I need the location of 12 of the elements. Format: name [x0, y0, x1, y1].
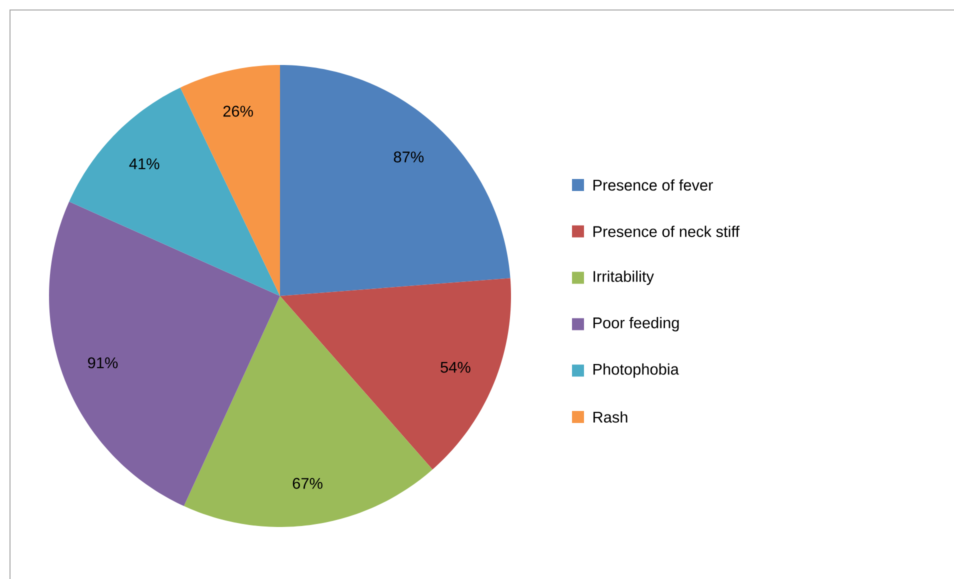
data-label: 87%: [394, 152, 424, 162]
data-label: 41%: [129, 158, 160, 170]
legend-label: Rash: [593, 411, 628, 423]
data-label: 54%: [440, 362, 470, 373]
data-label: 91%: [88, 357, 118, 368]
legend-label: Presence of neck stiff: [593, 226, 740, 238]
legend-label: Photophobia: [593, 363, 679, 378]
data-label: 26%: [223, 106, 253, 117]
data-label: 67%: [292, 478, 322, 489]
legend-label: Irritability: [594, 270, 654, 285]
legend-label: Presence of fever: [593, 179, 713, 191]
legend-label: Poor feeding: [593, 316, 679, 332]
